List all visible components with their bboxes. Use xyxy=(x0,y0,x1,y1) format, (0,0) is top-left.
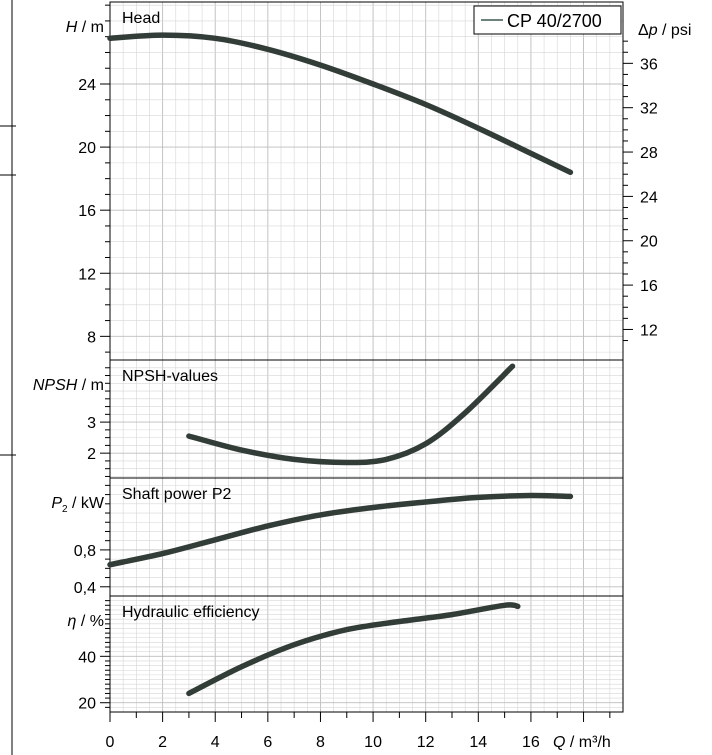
series-line xyxy=(186,363,516,466)
secondary-axis-label: Δp / psi xyxy=(638,22,691,39)
y-tick-label: 8 xyxy=(87,329,96,346)
y-tick-label: 24 xyxy=(78,77,96,94)
x-tick-label: 16 xyxy=(522,734,540,751)
panel-frame xyxy=(109,595,624,713)
curve-layer xyxy=(107,32,574,697)
y-tick-label: 0,8 xyxy=(74,543,96,560)
series-line xyxy=(186,602,521,697)
psi-tick-label: 24 xyxy=(640,189,658,206)
y-axis-label: NPSH / m xyxy=(33,377,104,394)
x-tick-label: 10 xyxy=(364,734,382,751)
x-tick-label: 6 xyxy=(263,734,272,751)
y-tick-label: 20 xyxy=(78,696,96,713)
panel-frame xyxy=(109,1,624,361)
series-line xyxy=(107,492,574,568)
x-tick-label: 0 xyxy=(106,734,115,751)
x-tick-label: 2 xyxy=(158,734,167,751)
y-axis-label: H / m xyxy=(66,19,104,36)
x-tick-label: 12 xyxy=(417,734,435,751)
panel-title: Shaft power P2 xyxy=(122,486,232,503)
x-tick-label: 8 xyxy=(316,734,325,751)
psi-tick-label: 16 xyxy=(640,278,658,295)
y-tick-label: 2 xyxy=(87,446,96,463)
y-tick-label: 20 xyxy=(78,140,96,157)
y-axis-label: η / % xyxy=(68,613,104,630)
legend-label: CP 40/2700 xyxy=(507,11,602,31)
panel-title: Head xyxy=(122,10,160,27)
psi-tick-label: 20 xyxy=(640,234,658,251)
panel-title: NPSH-values xyxy=(122,368,218,385)
x-axis-label: Q / m³/h xyxy=(553,734,611,751)
y-tick-label: 3 xyxy=(87,415,96,432)
y-tick-label: 0,4 xyxy=(74,580,96,597)
x-tick-label: 14 xyxy=(469,734,487,751)
legend: CP 40/2700 xyxy=(473,5,622,35)
y-axis-label: P2 / kW xyxy=(51,495,105,515)
psi-tick-label: 12 xyxy=(640,322,658,339)
x-tick-label: 4 xyxy=(211,734,220,751)
panel-title: Hydraulic efficiency xyxy=(122,604,260,621)
psi-tick-label: 28 xyxy=(640,145,658,162)
y-tick-label: 12 xyxy=(78,266,96,283)
y-tick-label: 40 xyxy=(78,649,96,666)
psi-tick-label: 32 xyxy=(640,101,658,118)
series-line xyxy=(107,32,574,176)
y-tick-label: 16 xyxy=(78,203,96,220)
frame-layer xyxy=(0,0,633,755)
psi-tick-label: 36 xyxy=(640,56,658,73)
